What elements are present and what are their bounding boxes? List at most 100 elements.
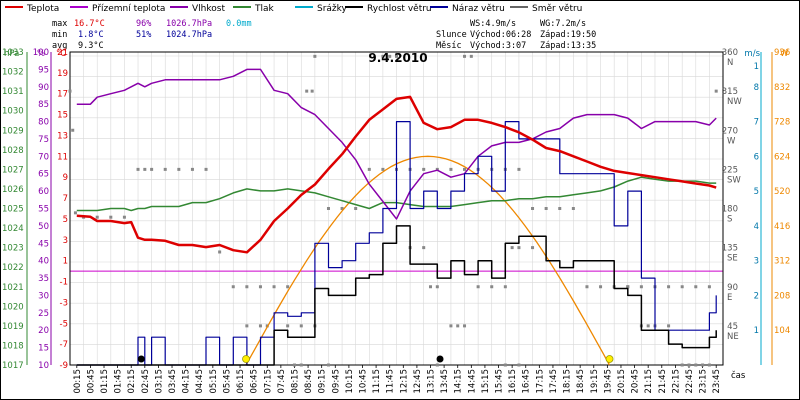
- wind-dir-point: [503, 285, 507, 289]
- plot-area: [68, 54, 718, 367]
- temp-tick: 5: [63, 215, 68, 225]
- sunset: Západ:19:50: [540, 30, 596, 40]
- wind-dir-point: [299, 363, 303, 367]
- ms-tick: 3: [754, 257, 759, 267]
- pct-tick: 50: [38, 222, 49, 232]
- ms-tick: 1: [754, 62, 759, 72]
- wind-dir-point: [286, 324, 290, 328]
- wind-dir-point: [694, 363, 698, 367]
- wind-dir-point: [435, 285, 439, 289]
- wind-dir-point: [73, 211, 77, 215]
- temp-tick: 13: [57, 131, 68, 141]
- hpa-tick: 1019: [2, 322, 24, 332]
- w-tick: 520: [774, 187, 790, 197]
- wind-dir-point: [388, 54, 392, 58]
- x-tick-label: 09:15: [318, 369, 328, 394]
- x-tick-label: 13:45: [440, 369, 450, 394]
- x-axis: 00:15 00:45 01:15 01:45 02:15 02:45 03:15 03:45…: [73, 365, 722, 394]
- hpa-tick: 1030: [2, 107, 24, 117]
- x-tick-label: 01:15: [100, 369, 110, 394]
- wind-dir-point: [510, 246, 514, 250]
- temp-tick: -5: [60, 319, 68, 329]
- x-tick-label: 22:45: [685, 369, 695, 394]
- pct-tick: 15: [38, 344, 49, 354]
- x-tick-label: 17:45: [549, 369, 559, 394]
- x-tick-label: 19:15: [590, 369, 600, 394]
- x-tick-label: 16:15: [508, 369, 518, 394]
- wind-dir-point: [531, 246, 535, 250]
- wind-dir-point: [503, 363, 507, 367]
- avg-temp: 9.3°C: [78, 41, 104, 51]
- dir-tick: 45: [727, 322, 738, 332]
- pct-tick: 60: [38, 187, 49, 197]
- legend-label: Směr větru: [532, 4, 582, 14]
- hpa-tick: 1027: [2, 165, 24, 175]
- temp-tick: 7: [63, 194, 68, 204]
- wind-dir-point: [639, 285, 643, 289]
- pct-tick: 45: [38, 239, 49, 249]
- temp-tick: 15: [57, 111, 68, 121]
- x-tick-label: 06:15: [236, 369, 246, 394]
- w-tick: 832: [774, 83, 790, 93]
- x-tick-label: 15:15: [481, 369, 491, 394]
- temp-tick: 21: [57, 48, 68, 58]
- wind-dir-point: [354, 207, 358, 210]
- x-tick-label: 17:15: [535, 369, 545, 394]
- x-tick-label: 11:45: [386, 369, 396, 394]
- legend: Teplota Přízemní teplota Vlhkost Tlak Srážky…: [5, 4, 582, 14]
- wind-dir-point: [310, 89, 314, 93]
- hpa-tick: 1033: [2, 48, 24, 58]
- pct-tick: 25: [38, 309, 49, 319]
- x-tick-label: 20:15: [617, 369, 627, 394]
- wind-dir-point: [204, 167, 208, 171]
- wind-dir-point: [687, 363, 691, 367]
- hpa-axis-label: hPa: [4, 49, 19, 59]
- wind-dir-point: [299, 324, 303, 328]
- min-temp: 1.8°C: [78, 30, 104, 40]
- wind-gust-info: WG:7.2m/s: [540, 19, 586, 29]
- wind-dir-point: [680, 285, 684, 289]
- wind-dir-point: [490, 285, 494, 289]
- ms-axis-label: m/s: [744, 49, 760, 59]
- pct-tick: 35: [38, 274, 49, 284]
- wind-dir-point: [143, 167, 147, 171]
- wind-dir-point: [150, 167, 154, 171]
- legend-label: Srážky: [317, 4, 348, 14]
- w-tick: 416: [774, 222, 790, 232]
- wind-dir-point: [163, 167, 167, 171]
- dir-letter: S: [727, 215, 732, 225]
- max-pressure: 1026.7hPa: [166, 19, 212, 29]
- pct-tick: 95: [38, 65, 49, 75]
- x-tick-label: 04:15: [182, 369, 192, 394]
- wind-dir-point: [258, 324, 262, 328]
- legend-label: Rychlost větru: [367, 4, 432, 14]
- x-tick-label: 07:45: [277, 369, 287, 394]
- w-axis-label: W: [780, 49, 789, 59]
- temp-line: [76, 95, 717, 254]
- wind-dir-point: [245, 324, 249, 328]
- wind-dir-point: [68, 89, 72, 93]
- hpa-tick: 1024: [2, 224, 24, 234]
- temp-tick: 11: [57, 152, 68, 162]
- x-tick-label: 00:15: [73, 369, 83, 394]
- stats-panel: max 16.7°C 96% 1026.7hPa 0.0mm min 1.8°C 51% 102…: [52, 19, 596, 51]
- x-tick-label: 18:45: [576, 369, 586, 394]
- x-tick-label: 01:45: [114, 369, 124, 394]
- pct-tick: 75: [38, 135, 49, 145]
- wind-dir-point: [305, 89, 309, 93]
- wind-dir-point: [667, 324, 671, 328]
- x-tick-label: 04:45: [195, 369, 205, 394]
- hpa-tick: 1028: [2, 146, 24, 156]
- wind-dir-point: [435, 167, 439, 171]
- sun-marker: [605, 355, 614, 363]
- wind-dir-point: [292, 363, 296, 367]
- plot-border: [69, 51, 724, 366]
- temp-tick: 9: [63, 173, 68, 183]
- pct-tick: 65: [38, 170, 49, 180]
- wind-dir-point: [585, 285, 589, 289]
- wind-dir-point: [449, 324, 453, 328]
- w-tick: 624: [774, 152, 790, 162]
- sun-marker: [242, 355, 250, 363]
